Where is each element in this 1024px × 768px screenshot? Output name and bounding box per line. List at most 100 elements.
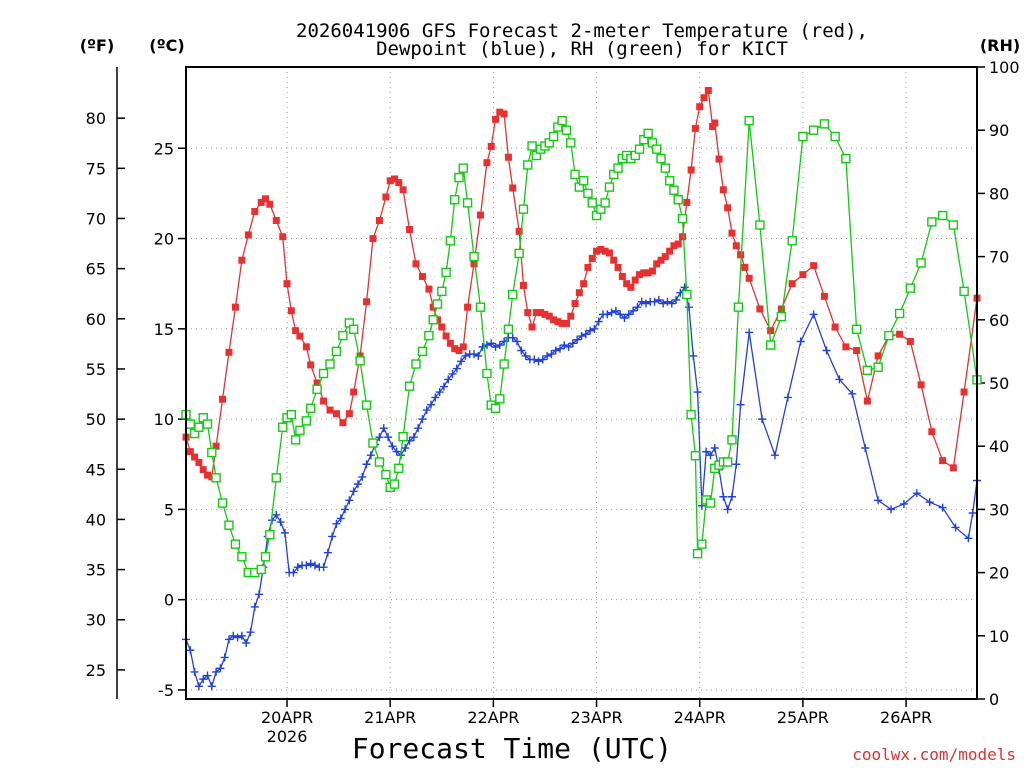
- rh-point: [207, 447, 217, 458]
- temperature-point: [438, 323, 446, 331]
- temperature-point: [251, 207, 259, 215]
- temperature-point: [853, 346, 861, 354]
- temperature-point: [225, 348, 233, 356]
- dewpoint-point: [379, 424, 388, 433]
- rh-point: [851, 324, 862, 334]
- temperature-point: [550, 316, 558, 324]
- dewpoint-point: [194, 682, 203, 691]
- dewpoint-point: [693, 388, 702, 397]
- rh-point: [469, 251, 479, 262]
- temperature-point: [580, 280, 588, 288]
- dewpoint-point: [487, 339, 496, 348]
- dewpoint-point: [190, 667, 199, 676]
- celsius-tick-label: 15: [154, 320, 174, 339]
- rh-point: [256, 564, 266, 575]
- dewpoint-point: [573, 335, 582, 344]
- temperature-point: [345, 410, 353, 418]
- temperature-point: [266, 200, 274, 208]
- dewpoint-point: [366, 451, 375, 460]
- temperature-point: [307, 361, 315, 369]
- rh-point: [490, 403, 501, 413]
- dewpoint-point: [650, 297, 659, 306]
- rh-point: [566, 138, 576, 148]
- dewpoint-point: [633, 303, 642, 312]
- temperature-point: [231, 303, 239, 311]
- dewpoint-point: [874, 496, 883, 505]
- time-tick-label: 21APR: [364, 708, 416, 727]
- dewpoint-point: [212, 667, 221, 676]
- celsius-tick-label: 20: [154, 230, 174, 249]
- temperature-point: [244, 231, 252, 239]
- temperature-point: [657, 256, 665, 264]
- source-credit: coolwx.com/models: [852, 745, 1016, 764]
- temperature-point: [831, 323, 839, 331]
- rh-point: [600, 198, 610, 208]
- temperature-point: [896, 330, 904, 338]
- celsius-tick-label: 5: [164, 500, 174, 519]
- rh-point: [305, 403, 316, 413]
- temperature-point: [375, 216, 383, 224]
- dewpoint-point: [887, 505, 896, 514]
- rh-point: [808, 125, 819, 135]
- dewpoint-point: [912, 489, 921, 498]
- dewpoint-point: [508, 333, 517, 342]
- rh-point: [318, 368, 329, 379]
- dewpoint-point: [375, 433, 384, 442]
- rh-tick-label: 50: [989, 374, 1009, 393]
- dewpoint-point: [822, 346, 831, 355]
- dewpoint-point: [684, 303, 693, 312]
- temperature-point: [532, 309, 540, 317]
- rh-point: [787, 236, 797, 246]
- fahrenheit-tick-label: 40: [86, 510, 106, 529]
- rh-point: [295, 425, 305, 436]
- rh-point: [185, 419, 195, 429]
- chart-title-line1: 2026041906 GFS Forecast 2-meter Temperat…: [296, 20, 868, 42]
- temperature-point: [737, 251, 745, 259]
- dewpoint-point: [384, 433, 393, 442]
- temperature-point: [492, 115, 500, 123]
- rh-point: [398, 432, 408, 442]
- rh-point: [692, 548, 703, 559]
- dewpoint-point: [551, 346, 560, 355]
- rh-point: [445, 236, 456, 246]
- dewpoint-point: [186, 646, 195, 655]
- rh-tick-label: 10: [989, 627, 1009, 646]
- fahrenheit-unit-label: (ºF): [80, 36, 115, 55]
- temperature-point: [704, 86, 712, 94]
- rh-tick-label: 20: [989, 564, 1009, 583]
- rh-point: [325, 359, 335, 369]
- dewpoint-point: [925, 498, 934, 507]
- rh-point: [499, 359, 509, 369]
- rh-point: [578, 176, 589, 186]
- time-tick-label: 20APR: [261, 708, 313, 727]
- rh-point: [819, 119, 830, 129]
- rh-point: [604, 182, 615, 192]
- temperature-point: [939, 457, 947, 465]
- rh-point: [237, 552, 247, 562]
- rh-point: [705, 498, 716, 508]
- temperature-point: [687, 166, 695, 174]
- rh-point: [217, 498, 228, 508]
- dewpoint-point: [310, 561, 319, 570]
- rh-tick-label: 60: [989, 311, 1009, 330]
- fahrenheit-tick-label: 25: [86, 661, 106, 680]
- temperature-point: [191, 453, 199, 461]
- rh-point: [211, 473, 221, 483]
- temperature-point: [917, 381, 925, 389]
- rh-point: [841, 153, 851, 164]
- temperature-point: [767, 327, 775, 335]
- dewpoint-point: [272, 510, 281, 519]
- dewpoint-point: [237, 631, 246, 640]
- dewpoint-point: [306, 559, 315, 568]
- dewpoint-point: [491, 342, 500, 351]
- rh-point: [503, 324, 514, 334]
- rh-point: [374, 457, 385, 467]
- dewpoint-point: [611, 306, 620, 315]
- temperature-point: [756, 305, 764, 313]
- rh-point: [634, 144, 645, 154]
- temperature-point: [584, 263, 592, 271]
- temperature-point: [799, 271, 807, 279]
- rh-axis: 0 10 20 30 40 50 60 70 80 90 100: [977, 58, 1020, 709]
- temperature-point: [541, 310, 549, 318]
